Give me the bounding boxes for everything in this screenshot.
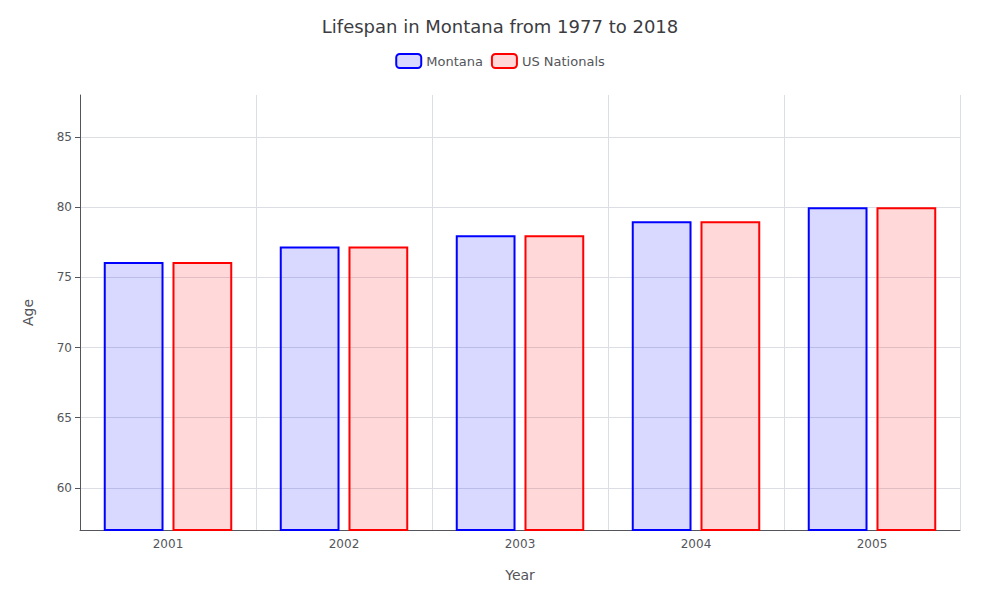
- svg-text:Year: Year: [504, 567, 535, 583]
- svg-text:60: 60: [57, 481, 72, 495]
- svg-text:Age: Age: [20, 299, 36, 326]
- svg-text:2004: 2004: [681, 537, 712, 551]
- svg-text:2005: 2005: [857, 537, 888, 551]
- svg-text:75: 75: [57, 270, 72, 284]
- svg-text:70: 70: [57, 341, 72, 355]
- svg-text:2002: 2002: [329, 537, 360, 551]
- svg-text:65: 65: [57, 411, 72, 425]
- svg-text:Montana: Montana: [426, 54, 483, 69]
- svg-text:2001: 2001: [153, 537, 184, 551]
- svg-text:US Nationals: US Nationals: [522, 54, 605, 69]
- svg-text:2003: 2003: [505, 537, 536, 551]
- svg-text:80: 80: [57, 200, 72, 214]
- svg-text:Lifespan in Montana from 1977: Lifespan in Montana from 1977 to 2018: [322, 16, 678, 37]
- svg-text:85: 85: [57, 130, 72, 144]
